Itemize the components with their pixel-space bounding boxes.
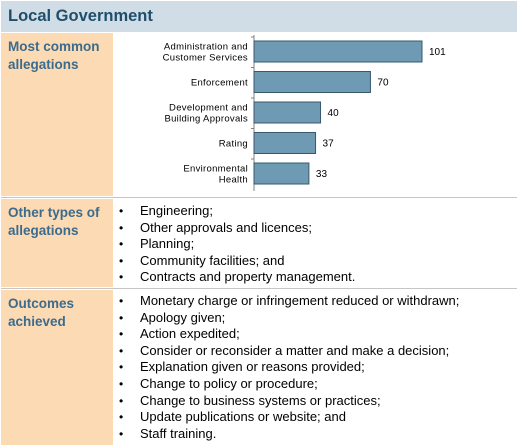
category-label: Development and <box>169 103 248 114</box>
section-label-most-common-allegations: Most common allegations <box>8 39 100 72</box>
section-divider <box>1 197 517 198</box>
data-label: 101 <box>429 47 446 58</box>
other-allegations-list: Engineering;Other approvals and licences… <box>114 203 355 286</box>
list-item: Contracts and property management. <box>119 269 355 286</box>
bar <box>253 40 423 63</box>
category-label: Customer Services <box>163 53 248 64</box>
list-item: Update publications or website; and <box>119 409 459 426</box>
data-label: 33 <box>316 169 328 180</box>
category-label: Administration and <box>164 42 248 53</box>
category-label: Enforcement <box>191 78 248 89</box>
bar <box>253 132 317 154</box>
category-label: Rating <box>219 139 248 150</box>
bar <box>253 101 322 124</box>
data-label: 70 <box>377 78 389 89</box>
category-label: Building Approvals <box>164 114 248 125</box>
page-title: Local Government <box>8 7 153 25</box>
section-label-box-other: Other types of allegations <box>1 199 113 287</box>
list-item: Community facilities; and <box>119 253 355 270</box>
bar <box>253 71 371 93</box>
list-item: Engineering; <box>119 203 355 220</box>
section-label-box-outcomes: Outcomes achieved <box>1 290 113 445</box>
section-label-other-types: Other types of allegations <box>8 205 100 238</box>
section-divider <box>1 288 517 289</box>
list-item: Action expedited; <box>119 326 459 343</box>
outcomes-list: Monetary charge or infringement reduced … <box>114 293 459 442</box>
list-item: Planning; <box>119 236 355 253</box>
list-item: Apology given; <box>119 310 459 327</box>
data-label: 37 <box>323 139 335 150</box>
list-item: Explanation given or reasons provided; <box>119 359 459 376</box>
section-label-outcomes-achieved: Outcomes achieved <box>8 296 75 329</box>
data-label: 40 <box>328 108 340 119</box>
list-item: Staff training. <box>119 426 459 443</box>
list-item: Change to business systems or practices; <box>119 393 459 410</box>
bar <box>253 162 310 185</box>
category-label: Environmental <box>183 164 248 175</box>
list-item: Change to policy or procedure; <box>119 376 459 393</box>
section-label-box-allegations: Most common allegations <box>1 33 113 196</box>
category-label: Health <box>219 175 248 186</box>
list-item: Monetary charge or infringement reduced … <box>119 293 459 310</box>
header-band: Local Government <box>1 1 517 32</box>
list-item: Other approvals and licences; <box>119 220 355 237</box>
list-item: Consider or reconsider a matter and make… <box>119 343 459 360</box>
